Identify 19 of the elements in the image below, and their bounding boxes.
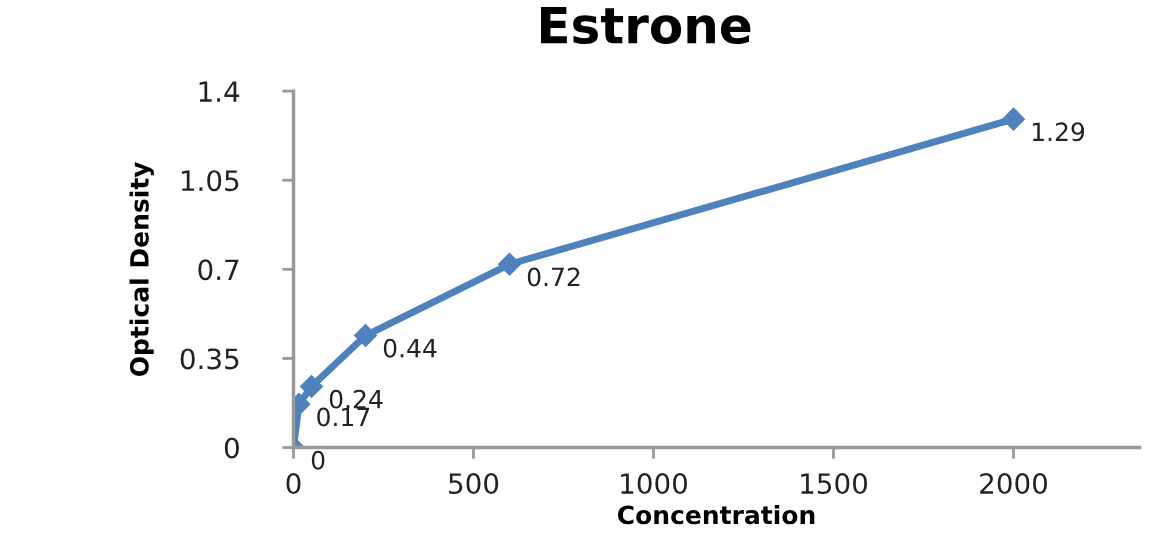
data-label: 1.29: [1032, 122, 1085, 142]
y-tick-label: 1.4: [199, 81, 240, 102]
x-tick-label: 1000: [621, 473, 687, 495]
y-tick-label: 1.05: [181, 170, 239, 192]
y-tick-label: 0.7: [198, 259, 239, 281]
data-label: 0.17: [317, 407, 370, 427]
chart-title: Estrone: [540, 6, 751, 45]
x-tick-label: 500: [449, 473, 499, 495]
data-label: 0.44: [383, 338, 437, 358]
x-tick-label: 0: [286, 473, 301, 495]
x-tick-label: 1500: [801, 473, 867, 495]
y-tick-label: 0: [224, 437, 239, 459]
x-axis-title: Concentration: [617, 505, 815, 525]
x-tick-label: 2000: [980, 473, 1047, 495]
data-label: 0.24: [329, 389, 383, 409]
data-label: 0: [311, 450, 325, 470]
data-label: 0.72: [527, 267, 580, 287]
y-tick-label: 0.35: [180, 348, 239, 370]
y-axis-title: Optical Density: [129, 161, 154, 377]
